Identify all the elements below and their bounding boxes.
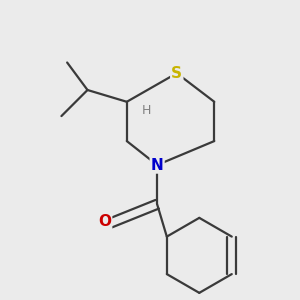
Text: S: S [171, 66, 182, 81]
Text: N: N [151, 158, 164, 172]
Text: O: O [98, 214, 111, 229]
Text: H: H [142, 104, 151, 117]
